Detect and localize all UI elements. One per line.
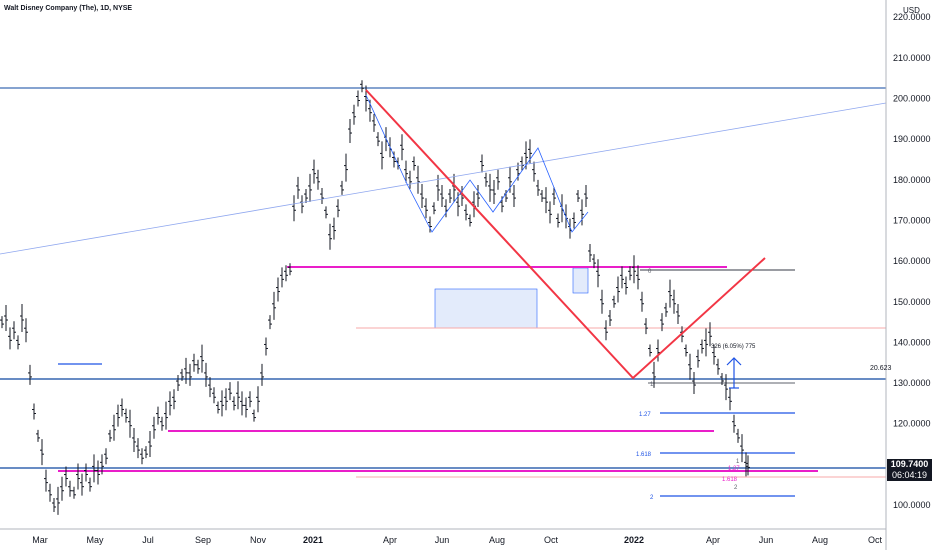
time-tick-label: 2022 [624, 535, 644, 545]
marker-label: 20.623 [870, 365, 892, 372]
demand-zone-2 [572, 267, 589, 294]
zones [434, 267, 589, 329]
time-tick-label: Apr [383, 535, 397, 545]
time-tick-label: Aug [489, 535, 505, 545]
price-tick-label: 220.0000 [893, 12, 931, 22]
measure-label: 326 (6.05%) 775 [711, 344, 756, 350]
time-tick-label: Oct [544, 535, 559, 545]
price-tick-label: 160.0000 [893, 256, 931, 266]
price-tick-label: 200.0000 [893, 94, 931, 104]
fib-label-1.27: 1.27 [639, 412, 651, 418]
last-price: 109.7400 [890, 459, 929, 469]
fib-label-2: 2 [650, 495, 654, 501]
fib-label-0: 0 [648, 269, 652, 275]
time-tick-label: Jun [435, 535, 450, 545]
time-tick-label: Apr [706, 535, 720, 545]
drawings [0, 89, 887, 389]
price-tick-label: 190.0000 [893, 134, 931, 144]
price-tick-label: 140.0000 [893, 337, 931, 347]
demand-zone-1 [434, 288, 538, 329]
horizontal-lines [0, 87, 886, 497]
price-series [0, 80, 750, 515]
price-tick-label: 150.0000 [893, 297, 931, 307]
price-tick-label: 180.0000 [893, 175, 931, 185]
time-tick-label: Mar [32, 535, 48, 545]
time-tick-label: Jun [759, 535, 774, 545]
chart-title: Walt Disney Company (The), 1D, NYSE [4, 5, 133, 12]
time-tick-label: Sep [195, 535, 211, 545]
time-tick-label: Oct [868, 535, 883, 545]
red-v-pattern [365, 89, 766, 380]
price-tick-label: 100.0000 [893, 500, 931, 510]
price-tick-label: 120.0000 [893, 419, 931, 429]
pink-label-1.27: 1.27 [728, 466, 740, 472]
fib-label-1.618: 1.618 [636, 452, 652, 458]
time-tick-label: 2021 [303, 535, 323, 545]
time-tick-label: Aug [812, 535, 828, 545]
time-tick-label: Jul [142, 535, 154, 545]
blue-zigzag-pattern [365, 94, 589, 233]
pink-label-1: 1 [736, 459, 740, 465]
currency-label: USD [903, 6, 920, 15]
last-price-tag: 109.7400 06:04:19 [887, 459, 932, 481]
measure-arrow-head [726, 357, 742, 366]
time-tick-label: May [86, 535, 104, 545]
price-tick-label: 170.0000 [893, 215, 931, 225]
price-tick-label: 210.0000 [893, 53, 931, 63]
price-tick-label: 130.0000 [893, 378, 931, 388]
pink-label-1.618: 1.618 [722, 477, 738, 483]
countdown: 06:04:19 [891, 470, 928, 480]
time-tick-label: Nov [250, 535, 267, 545]
pink-label-2: 2 [734, 485, 738, 491]
fib-label-1: 1 [650, 382, 654, 388]
trend-channel-line [0, 102, 887, 255]
